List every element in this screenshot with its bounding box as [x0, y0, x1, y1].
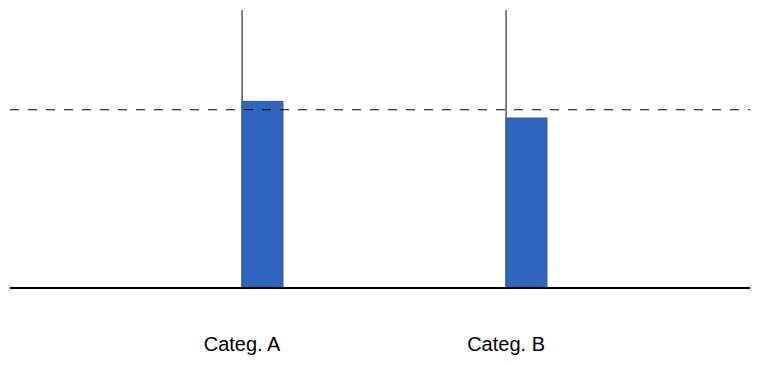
svg-text:Categ. B: Categ. B: [467, 333, 545, 355]
svg-text:Categ. A: Categ. A: [204, 333, 281, 355]
